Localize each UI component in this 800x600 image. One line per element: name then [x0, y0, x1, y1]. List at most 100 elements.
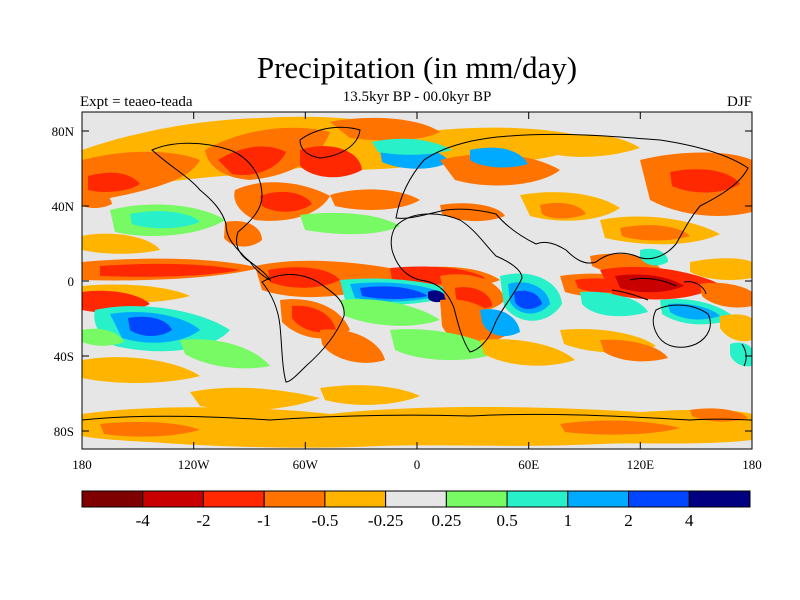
colorbar-label: -0.5	[311, 511, 338, 530]
colorbar-swatch	[385, 490, 447, 508]
field-patch	[615, 274, 684, 293]
x-tick-label: 60E	[518, 457, 539, 472]
colorbar-swatch	[324, 490, 387, 508]
field-patch	[260, 191, 312, 212]
field-patch	[720, 314, 752, 342]
x-tick-label: 120E	[627, 457, 655, 472]
field-patch	[428, 290, 446, 303]
field-patch	[100, 263, 240, 277]
field-patch	[700, 282, 752, 308]
field-patch	[330, 117, 440, 141]
field-patch	[360, 286, 428, 299]
field-patch	[128, 316, 172, 336]
colorbar-swatch	[81, 490, 144, 508]
colorbar-label: 0.5	[496, 511, 517, 530]
colorbar-swatch	[628, 490, 690, 508]
figure-title: Precipitation (in mm/day)	[256, 50, 578, 85]
colorbar-label: 4	[685, 511, 694, 530]
field-patch	[300, 146, 362, 178]
x-tick-label: 120W	[178, 457, 211, 472]
field-patch	[82, 357, 200, 383]
field-patch	[130, 211, 200, 229]
field-patch	[514, 290, 542, 310]
field-patch	[372, 138, 452, 155]
field-patch	[320, 329, 385, 363]
coastlines	[82, 126, 752, 421]
field-patch	[480, 309, 520, 337]
field-patch	[640, 248, 668, 266]
y-tick-label: 80S	[54, 424, 74, 439]
colorbar-swatch	[567, 490, 630, 508]
colorbar-swatch	[506, 490, 569, 508]
colorbar-swatch	[688, 490, 751, 508]
field-patch	[560, 420, 680, 435]
y-tick-label: 40N	[52, 199, 75, 214]
colorbar-label: -4	[136, 511, 151, 530]
coast-maritime-continent	[611, 277, 707, 301]
field-patch	[480, 339, 575, 366]
field-patch	[82, 191, 112, 208]
colorbar-label: -2	[196, 511, 210, 530]
y-tick-label: 40S	[54, 349, 74, 364]
colorbar-swatch	[445, 490, 508, 508]
y-tick-marks	[82, 130, 752, 432]
field-patch	[88, 172, 140, 192]
field-patch	[540, 134, 640, 157]
field-patch	[82, 233, 160, 254]
field-patch	[330, 189, 420, 210]
field-patch	[100, 422, 200, 437]
experiment-label: Expt = teaeo-teada	[80, 94, 193, 110]
coast-north-america	[151, 142, 272, 282]
colorbar-label: 2	[624, 511, 633, 530]
field-patch	[390, 329, 500, 361]
season-label: DJF	[726, 94, 752, 110]
coast-greenland	[299, 126, 361, 159]
field-patch	[224, 220, 262, 247]
field-patch	[82, 407, 752, 448]
coast-antarctica	[82, 413, 752, 421]
field-patch	[470, 147, 528, 168]
colorbar-label: -1	[257, 511, 271, 530]
field-patch	[580, 291, 648, 317]
colorbar-swatch	[142, 490, 204, 508]
field-patch	[730, 342, 752, 367]
coast-south-america	[261, 274, 345, 383]
coast-eurasia	[395, 133, 749, 264]
x-tick-label: 180	[72, 457, 92, 472]
field-patch	[670, 169, 740, 193]
field-patch	[268, 267, 340, 288]
field-patch	[218, 146, 286, 176]
field-patch	[320, 385, 420, 405]
x-tick-label: 0	[414, 457, 421, 472]
y-tick-label: 80N	[52, 124, 75, 139]
coast-new-zealand	[741, 343, 747, 367]
field-patch	[292, 305, 336, 333]
colorbar-label: 1	[564, 511, 573, 530]
x-tick-label: 180	[742, 457, 762, 472]
field-patch	[620, 225, 690, 241]
coast-australia	[652, 304, 711, 348]
colorbar-label: -0.25	[368, 511, 403, 530]
colorbar-swatch	[263, 490, 326, 508]
field-patch	[190, 387, 320, 411]
x-tick-marks	[81, 112, 753, 449]
colorbar: -4 -2 -1 -0.5 -0.25 0.25 0.5 1 2 4	[81, 490, 751, 530]
field-patch	[440, 299, 505, 344]
field-patch	[600, 339, 668, 362]
y-tick-label: 0	[68, 274, 75, 289]
field-patch	[300, 212, 400, 235]
coast-africa	[390, 213, 523, 353]
precipitation-field	[82, 112, 752, 449]
figure-subtitle: 13.5kyr BP - 00.0kyr BP	[342, 89, 492, 105]
field-patch	[180, 339, 270, 369]
field-patch	[668, 303, 720, 320]
field-patch	[440, 203, 505, 222]
field-patch	[690, 258, 752, 280]
field-patch	[440, 154, 560, 186]
field-patch	[690, 408, 748, 422]
field-patch	[540, 202, 586, 219]
x-tick-label: 60W	[293, 457, 319, 472]
field-patch	[340, 299, 440, 326]
field-patch	[82, 328, 124, 346]
